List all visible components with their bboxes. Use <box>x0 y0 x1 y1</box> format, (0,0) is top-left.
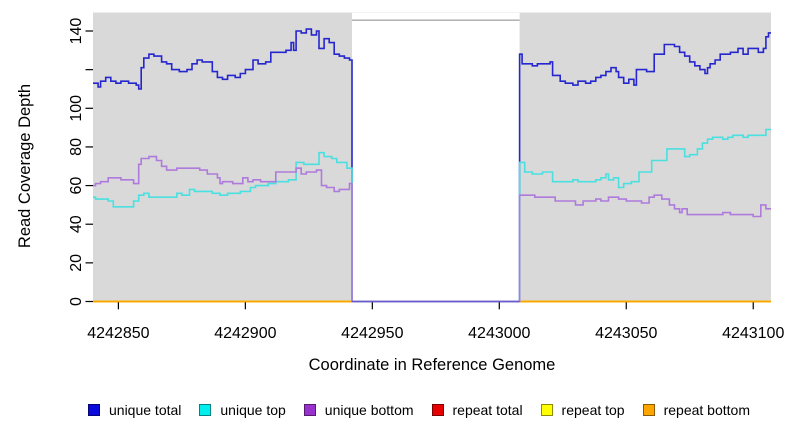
legend-item-unique-bottom: unique bottom <box>303 402 414 418</box>
legend-label-repeat-total: repeat total <box>452 402 523 418</box>
legend-swatch-repeat-bottom <box>642 404 655 416</box>
legend-swatch-repeat-top <box>540 404 553 416</box>
y-tick-label: 80 <box>68 138 85 156</box>
x-tick-label: 4242950 <box>341 325 403 342</box>
x-tick-label: 4243050 <box>595 325 657 342</box>
gap-mask <box>352 12 520 302</box>
x-axis-title: Coordinate in Reference Genome <box>308 356 556 374</box>
y-axis-title: Read Coverage Depth <box>16 83 34 249</box>
x-tick-label: 4242900 <box>214 325 276 342</box>
y-tick-label: 40 <box>68 215 85 233</box>
legend-item-unique-top: unique top <box>199 402 286 418</box>
legend-label-unique-bottom: unique bottom <box>324 402 414 418</box>
legend-item-repeat-total: repeat total <box>431 402 523 418</box>
legend-swatch-repeat-total <box>431 404 444 416</box>
legend-item-unique-total: unique total <box>88 402 181 418</box>
legend-item-repeat-top: repeat top <box>540 402 625 418</box>
y-tick-label: 60 <box>68 177 85 195</box>
legend-swatch-unique-total <box>88 404 100 416</box>
x-tick-label: 4243100 <box>722 325 784 342</box>
legend-item-repeat-bottom: repeat bottom <box>642 402 750 418</box>
y-tick-label: 20 <box>68 254 85 272</box>
y-tick-label: 0 <box>68 297 85 306</box>
legend-label-repeat-bottom: repeat bottom <box>663 402 750 418</box>
series-line-unique-total <box>93 28 771 303</box>
y-tick-label: 140 <box>68 18 85 45</box>
series-line-unique-top <box>93 128 771 303</box>
legend-swatch-unique-top <box>199 404 212 416</box>
legend-label-repeat-top: repeat top <box>561 402 625 418</box>
y-tick-label: 100 <box>68 95 85 122</box>
legend-label-unique-top: unique top <box>220 402 286 418</box>
legend-label-unique-total: unique total <box>109 402 182 418</box>
legend: unique total unique top unique bottom repea… <box>88 398 750 422</box>
x-tick-label: 4243000 <box>468 325 530 342</box>
series-line-unique-bottom <box>93 155 771 303</box>
x-tick-label: 4242850 <box>87 325 149 342</box>
legend-swatch-unique-bottom <box>303 404 316 416</box>
